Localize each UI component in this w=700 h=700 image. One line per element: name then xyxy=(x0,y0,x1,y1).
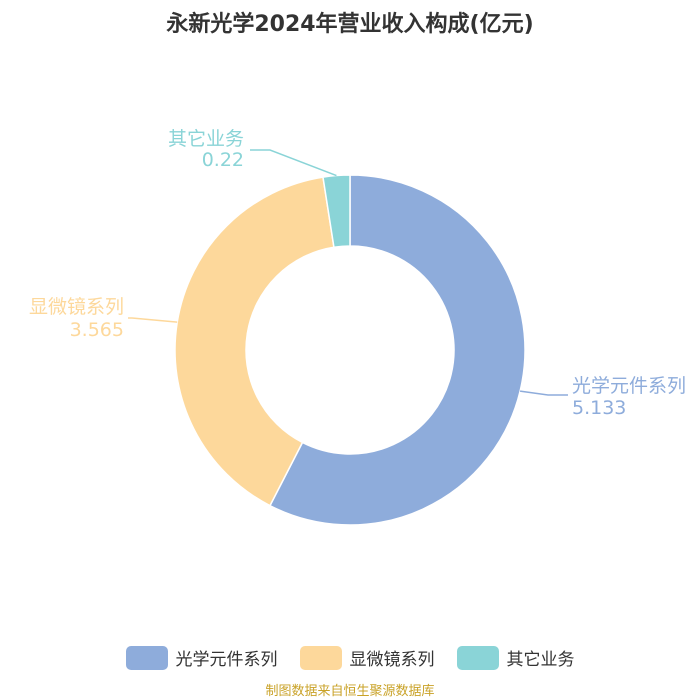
slice-label-name-1: 显微镜系列 xyxy=(29,296,124,318)
donut-slice-0[interactable] xyxy=(268,174,526,526)
leader-line-0 xyxy=(519,390,568,396)
slices-group xyxy=(174,174,526,526)
legend-swatch xyxy=(299,645,342,670)
legend-label: 光学元件系列 xyxy=(175,650,278,670)
legend: 光学元件系列 显微镜系列 其它业务 xyxy=(0,645,700,670)
legend-item-optical-components[interactable]: 光学元件系列 xyxy=(125,645,278,670)
chart-title: 永新光学2024年营业收入构成(亿元) xyxy=(166,12,534,37)
donut-slice-2[interactable] xyxy=(322,174,351,249)
legend-swatch xyxy=(125,645,168,670)
donut-slice-1[interactable] xyxy=(174,176,335,507)
slice-label-value-0: 5.133 xyxy=(572,397,626,419)
slice-label-value-2: 0.22 xyxy=(202,149,244,171)
slice-label-name-2: 其它业务 xyxy=(168,128,244,150)
slice-label-name-0: 光学元件系列 xyxy=(572,375,686,397)
leader-lines-group xyxy=(128,149,568,396)
leader-line-1 xyxy=(128,317,178,323)
slice-label-value-1: 3.565 xyxy=(70,319,124,341)
legend-item-other-business[interactable]: 其它业务 xyxy=(456,645,575,670)
legend-item-microscope[interactable]: 显微镜系列 xyxy=(299,645,435,670)
source-note: 制图数据来自恒生聚源数据库 xyxy=(265,684,435,699)
legend-label: 显微镜系列 xyxy=(349,650,435,670)
legend-label: 其它业务 xyxy=(506,650,575,670)
legend-swatch xyxy=(456,645,499,670)
leader-line-2 xyxy=(250,149,337,177)
